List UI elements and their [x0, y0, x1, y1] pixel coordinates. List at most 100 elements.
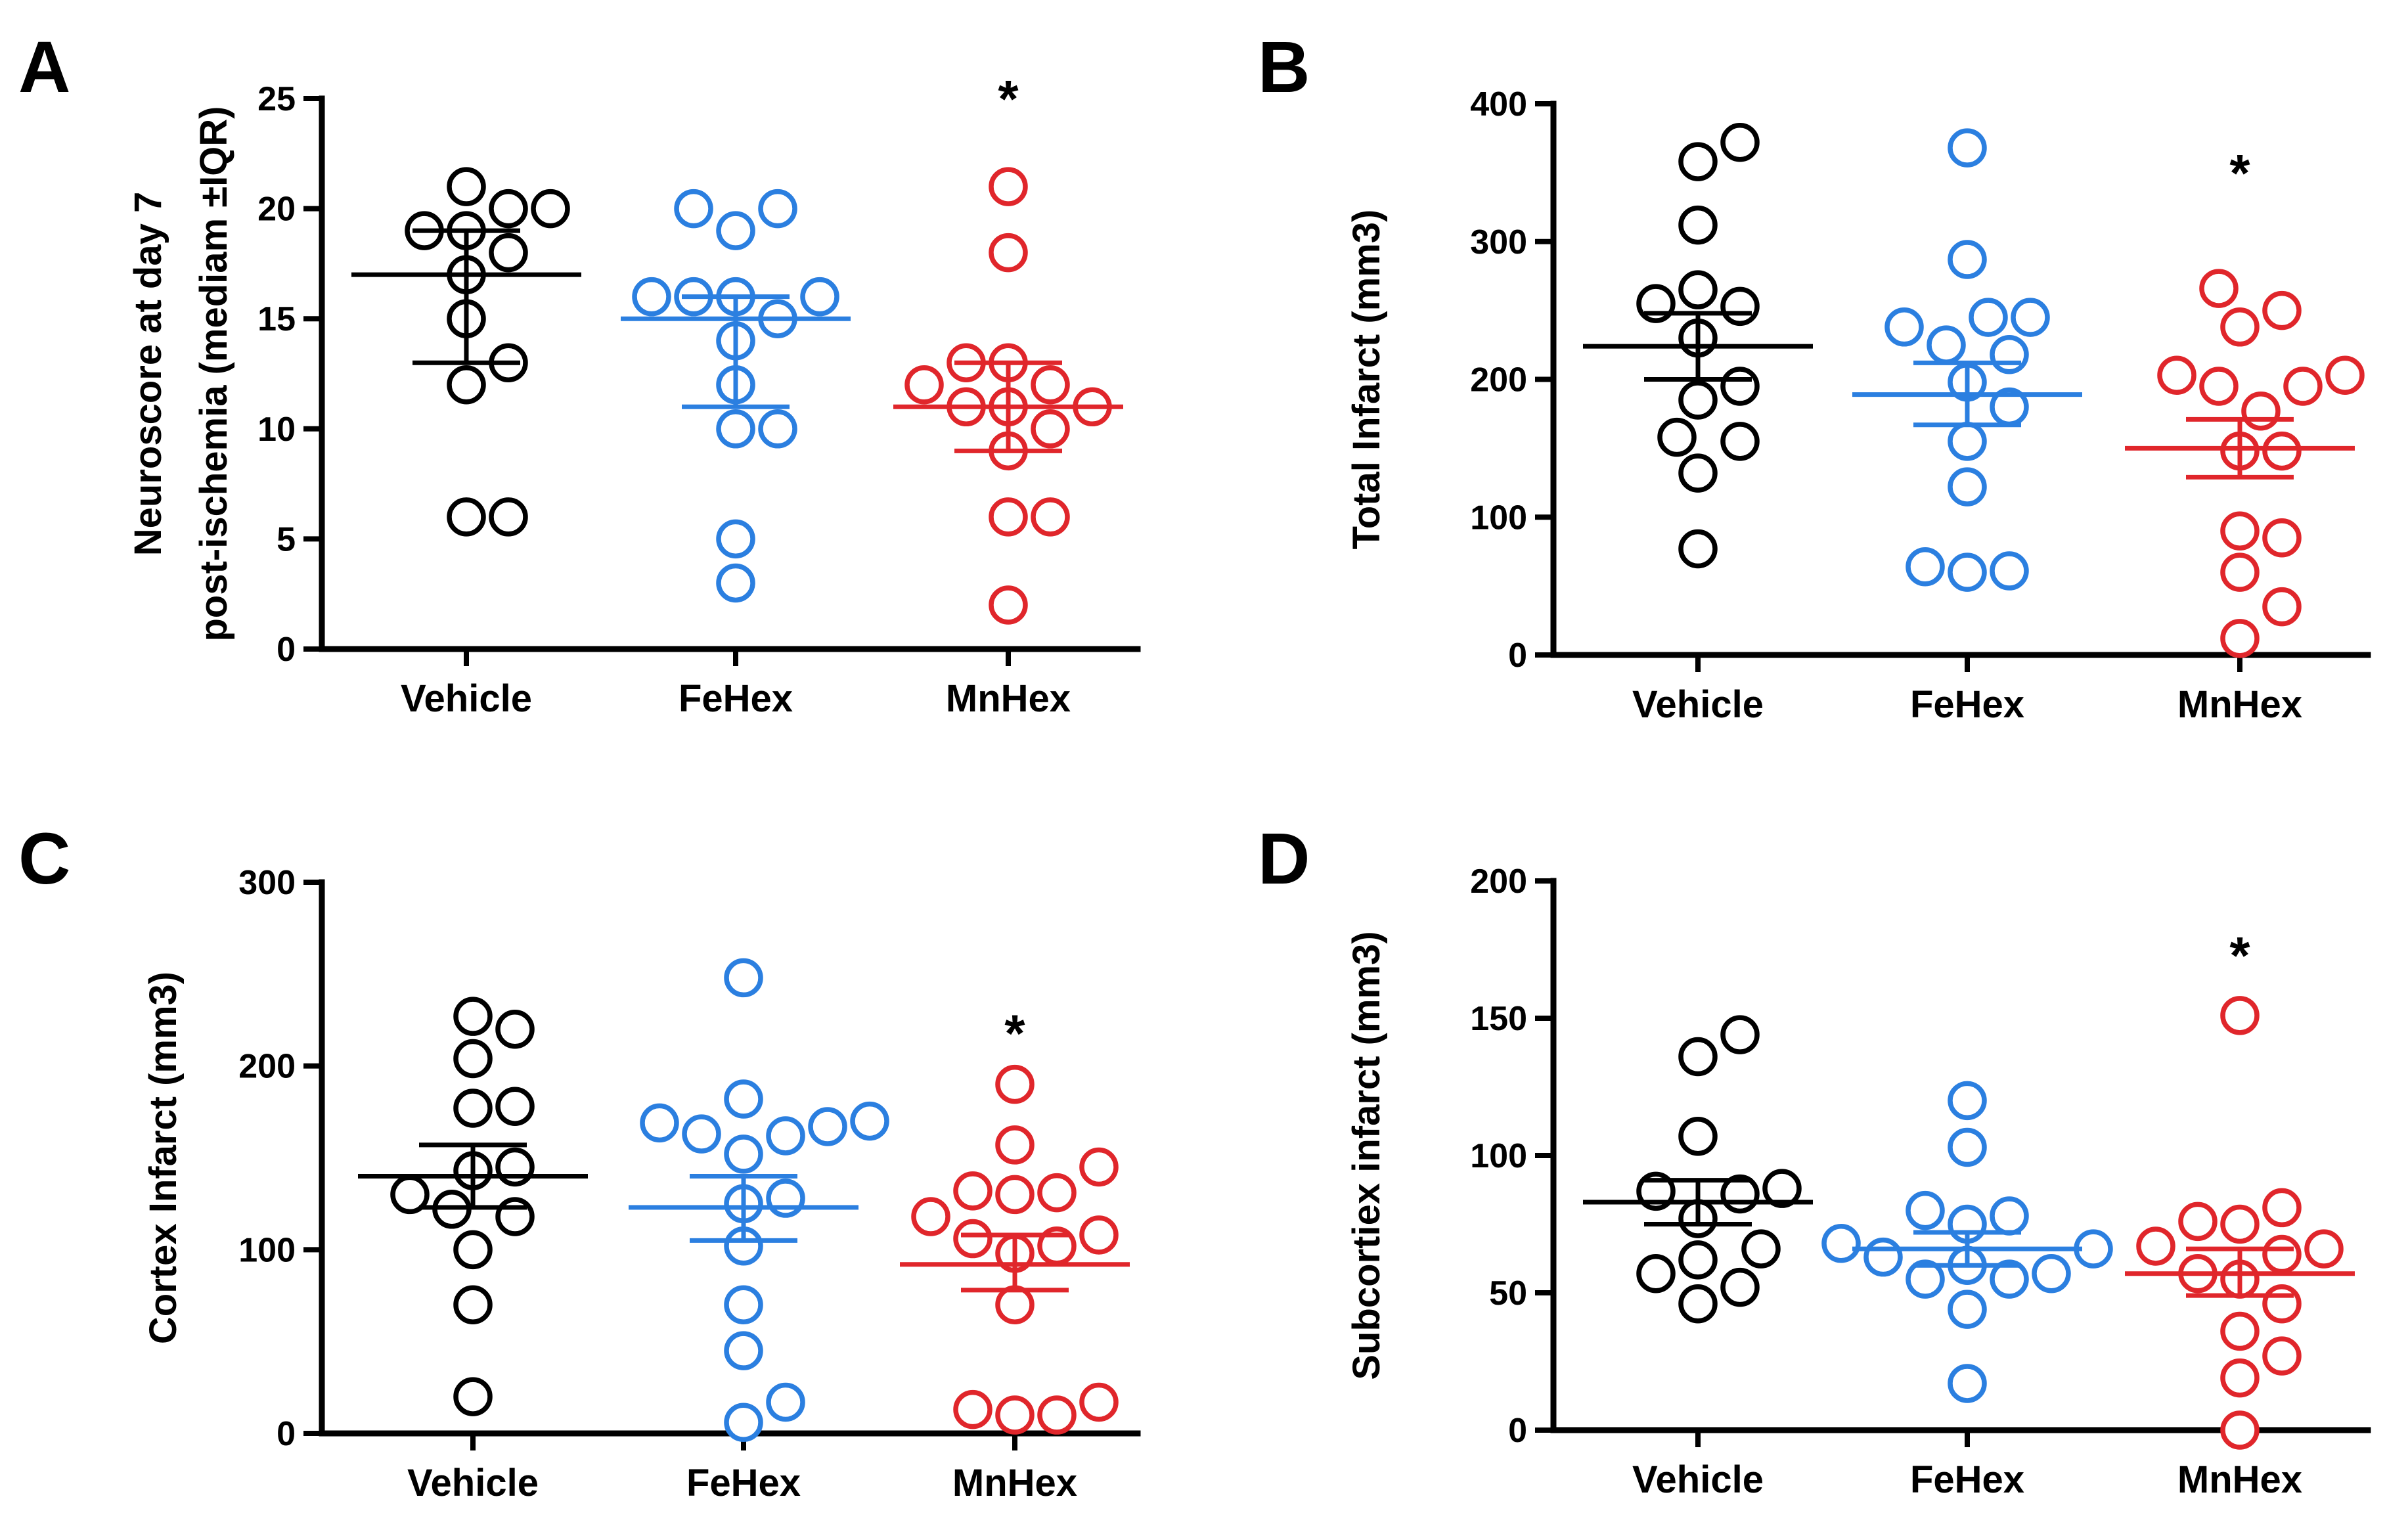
data-point: [1948, 1364, 1987, 1403]
data-point: [453, 1230, 493, 1270]
y-tick-label: 15: [257, 300, 296, 338]
data-point: [2262, 431, 2302, 471]
data-point: [766, 1179, 805, 1218]
data-point: [1079, 1215, 1119, 1255]
y-tick-label: 100: [1470, 1137, 1527, 1175]
data-point: [1720, 367, 1760, 406]
series-vehicle: [1583, 122, 1813, 569]
data-point: [453, 1285, 493, 1324]
data-point: [1720, 422, 1760, 461]
data-point: [1678, 1037, 1718, 1077]
data-point: [758, 189, 797, 229]
y-tick-label: 300: [238, 864, 296, 902]
chart-panel-c: C 0 100 200 300 Vehicle FeHex MnHex Cortex Infar…: [18, 819, 1141, 1504]
x-category-label: MnHex: [952, 1462, 1077, 1504]
data-point: [2262, 290, 2302, 330]
data-point: [453, 1039, 493, 1079]
y-tick-label: 0: [1508, 637, 1527, 675]
data-point: [1720, 1015, 1760, 1054]
series-vehicle: [358, 997, 588, 1416]
x-category-label: Vehicle: [1632, 683, 1764, 726]
data-point: [995, 1064, 1035, 1104]
chart-panel-b: B 0 100 200 300 400 Vehicle FeHex MnHex Total Inf…: [1258, 27, 2371, 726]
data-point: [1079, 1382, 1119, 1422]
data-point: [2325, 355, 2365, 395]
data-point: [724, 1079, 763, 1119]
data-point: [2262, 1336, 2302, 1376]
data-point: [1678, 1284, 1718, 1324]
data-point: [489, 189, 528, 229]
data-point: [716, 563, 755, 603]
x-category-label: FeHex: [1910, 683, 2024, 726]
panel-letter: A: [18, 27, 70, 108]
data-point: [989, 497, 1028, 537]
significance-marker: *: [998, 70, 1019, 128]
data-point: [724, 1403, 763, 1442]
x-category-label: Vehicle: [1632, 1458, 1764, 1501]
x-category-label: MnHex: [2177, 683, 2302, 726]
y-tick-label: 100: [1470, 499, 1527, 537]
data-point: [1990, 334, 2029, 374]
data-point: [1031, 409, 1070, 449]
data-point: [447, 167, 486, 206]
data-point: [1031, 365, 1070, 405]
data-point: [1990, 1196, 2029, 1236]
data-point: [1990, 551, 2029, 591]
data-point: [1636, 1171, 1676, 1211]
x-category-label: Vehicle: [401, 677, 532, 720]
x-category-label: FeHex: [686, 1462, 801, 1504]
data-point: [989, 167, 1028, 206]
data-point: [489, 233, 528, 273]
data-point: [2136, 1226, 2175, 1266]
data-point: [495, 1147, 535, 1187]
data-point: [989, 585, 1028, 625]
data-point: [531, 189, 570, 229]
data-point: [1969, 298, 2008, 337]
y-tick-label: 150: [1470, 1000, 1527, 1038]
data-point: [447, 497, 486, 537]
data-point: [632, 277, 671, 317]
y-tick-label: 0: [277, 1415, 296, 1453]
data-point: [1948, 467, 1987, 506]
chart-panel-d: D 0 50 100 150 200 Vehicle FeHex MnHex Subcortiex…: [1258, 819, 2371, 1501]
y-axis-title: Neuroscore at day 7: [127, 192, 169, 556]
data-point: [800, 277, 839, 317]
data-point: [453, 1089, 493, 1128]
y-tick-label: 50: [1489, 1274, 1527, 1313]
panel-letter: B: [1258, 27, 1310, 108]
data-point: [1884, 307, 1924, 347]
series-fehex: [621, 189, 851, 603]
data-point: [995, 1125, 1035, 1165]
y-axis-title: Cortex Infarct (mm3): [142, 972, 185, 1344]
y-tick-label: 300: [1470, 223, 1527, 261]
y-tick-label: 20: [257, 191, 296, 229]
data-point: [1948, 240, 1987, 279]
series-mnhex: [2125, 996, 2355, 1450]
data-point: [1948, 422, 1987, 461]
y-tick-label: 25: [257, 80, 296, 118]
data-point: [1657, 417, 1697, 457]
data-point: [766, 1116, 805, 1156]
data-point: [1678, 205, 1718, 245]
y-tick-label: 0: [277, 631, 296, 669]
data-point: [2262, 587, 2302, 627]
data-point: [2157, 355, 2196, 395]
chart-panel-a: A 0 5 10 15 20 25 Vehicle FeHex MnHex Neuroscore a…: [18, 27, 1141, 720]
y-tick-label: 400: [1470, 85, 1527, 124]
data-point: [640, 1103, 679, 1143]
data-point: [495, 1197, 535, 1236]
series-vehicle: [1583, 1015, 1813, 1324]
data-point: [1720, 1267, 1760, 1307]
data-point: [674, 189, 713, 229]
data-point: [911, 1197, 950, 1236]
data-point: [1906, 547, 1945, 587]
data-point: [1863, 1237, 1903, 1277]
data-point: [2199, 367, 2239, 406]
series-mnhex: [2125, 269, 2365, 658]
data-point: [2241, 391, 2281, 431]
data-point: [1678, 270, 1718, 309]
y-tick-label: 0: [1508, 1412, 1527, 1450]
data-point: [716, 211, 755, 250]
data-point: [724, 958, 763, 998]
data-point: [1678, 142, 1718, 181]
